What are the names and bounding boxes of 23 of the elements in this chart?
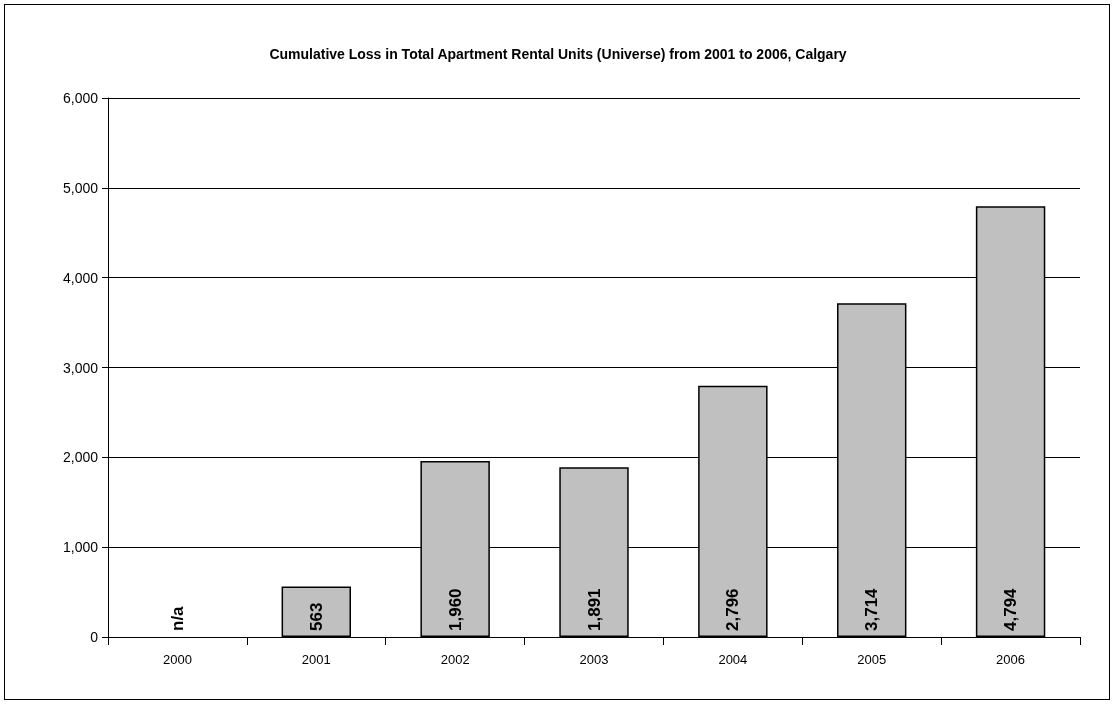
data-label: 1,891 — [584, 588, 604, 631]
chart-title: Cumulative Loss in Total Apartment Rental Units (Universe) from 2001 to 2006, Calgary — [269, 46, 847, 62]
y-tick-label: 5,000 — [62, 179, 99, 196]
x-tick-label: 2002 — [440, 652, 470, 667]
x-tick-label: 2001 — [301, 652, 331, 667]
data-label: 3,714 — [862, 587, 882, 631]
y-tick-label: 4,000 — [62, 269, 99, 286]
text: n/a — [167, 606, 187, 631]
y-tick-label: 2,000 — [62, 449, 99, 466]
y-tick-label: 6,000 — [62, 90, 99, 106]
data-label: 1,960 — [445, 588, 465, 631]
x-tick-label: 2004 — [718, 652, 748, 667]
y-tick-label: 1,000 — [62, 539, 99, 556]
x-tick-label: 2006 — [996, 652, 1026, 667]
data-label: 2,796 — [723, 588, 743, 631]
x-tick-label: 2003 — [579, 652, 609, 667]
y-tick-label: 0 — [90, 629, 99, 645]
data-label: 563 — [306, 602, 326, 631]
data-label: 4,794 — [1001, 587, 1021, 631]
x-tick-label: 2005 — [857, 652, 887, 667]
x-tick-label: 2000 — [162, 652, 192, 667]
bar — [281, 586, 351, 637]
y-tick-label: 3,000 — [62, 359, 99, 376]
